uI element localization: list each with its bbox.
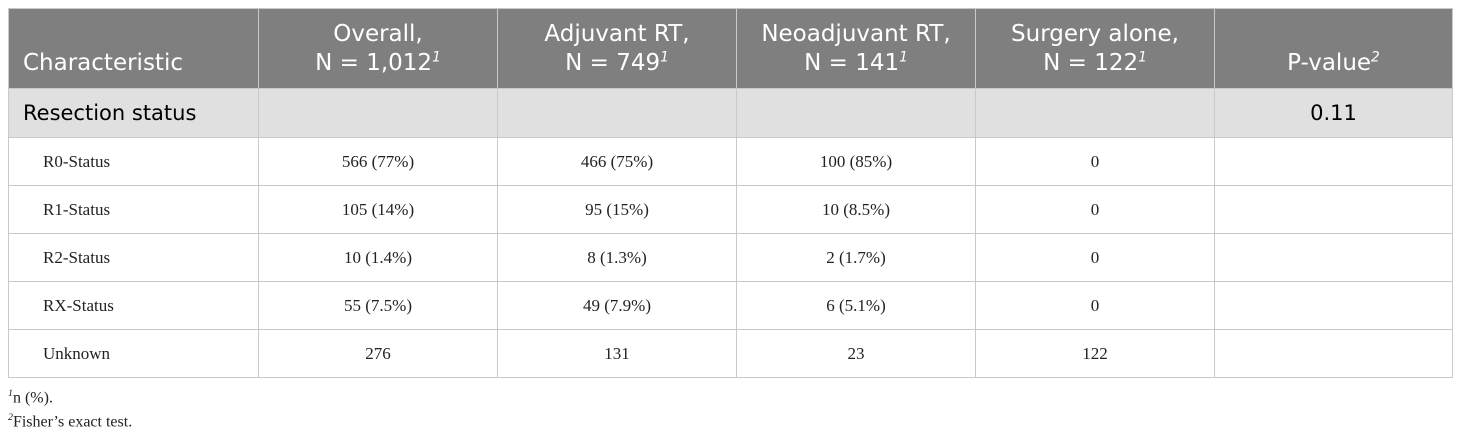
header-line: N = 122: [1043, 50, 1139, 76]
header-line: Overall,: [333, 21, 423, 47]
cell: 0: [975, 233, 1215, 282]
footnote-marker: 1: [899, 49, 908, 66]
row-label: Unknown: [8, 329, 259, 378]
cell: 10 (8.5%): [736, 185, 976, 234]
results-table: Characteristic Overall, N = 1,0121 Adjuvant…: [8, 8, 1453, 378]
footnote-marker: 1: [660, 49, 669, 66]
footnote-text: n (%).: [12, 389, 53, 407]
footnote-marker: 2: [1371, 49, 1380, 66]
header-cell: P-value2: [1214, 8, 1453, 89]
header-line: P-value: [1287, 50, 1372, 76]
empty-cell: [1214, 281, 1453, 330]
row-label: RX-Status: [8, 281, 259, 330]
header-cell: Surgery alone, N = 1221: [975, 8, 1215, 89]
footnote-marker: 1: [8, 388, 13, 399]
header-line: N = 141: [804, 50, 900, 76]
cell: 100 (85%): [736, 137, 976, 186]
header-line: Surgery alone,: [1011, 21, 1179, 47]
header-line: N = 749: [565, 50, 661, 76]
header-cell: Overall, N = 1,0121: [258, 8, 498, 89]
cell: 0: [975, 281, 1215, 330]
empty-cell: [497, 88, 737, 138]
cell: 276: [258, 329, 498, 378]
table-body: Resection status 0.11 R0-Status 566 (77%) 46…: [8, 88, 1453, 378]
p-value: 0.11: [1214, 88, 1453, 138]
header-cell: Neoadjuvant RT, N = 1411: [736, 8, 976, 89]
empty-cell: [975, 88, 1215, 138]
data-row: Unknown 276 131 23 122: [8, 329, 1453, 378]
row-label: R1-Status: [8, 185, 259, 234]
header-cell: Adjuvant RT, N = 7491: [497, 8, 737, 89]
cell: 95 (15%): [497, 185, 737, 234]
cell: 2 (1.7%): [736, 233, 976, 282]
footnote-marker: 1: [432, 49, 441, 66]
empty-cell: [1214, 233, 1453, 282]
cell: 55 (7.5%): [258, 281, 498, 330]
section-label: Resection status: [8, 88, 259, 138]
cell: 131: [497, 329, 737, 378]
header-line: N = 1,012: [315, 50, 433, 76]
footnote: 1n (%).: [8, 388, 53, 407]
header-line: Characteristic: [23, 50, 183, 76]
cell: 0: [975, 185, 1215, 234]
header-line: Adjuvant RT,: [544, 21, 690, 47]
row-label: R0-Status: [8, 137, 259, 186]
section-row: Resection status 0.11: [8, 88, 1453, 138]
data-row: R2-Status 10 (1.4%) 8 (1.3%) 2 (1.7%) 0: [8, 233, 1453, 282]
data-row: R1-Status 105 (14%) 95 (15%) 10 (8.5%) 0: [8, 185, 1453, 234]
data-row: RX-Status 55 (7.5%) 49 (7.9%) 6 (5.1%) 0: [8, 281, 1453, 330]
cell: 8 (1.3%): [497, 233, 737, 282]
empty-cell: [1214, 329, 1453, 378]
empty-cell: [258, 88, 498, 138]
cell: 466 (75%): [497, 137, 737, 186]
cell: 122: [975, 329, 1215, 378]
cell: 6 (5.1%): [736, 281, 976, 330]
row-label: R2-Status: [8, 233, 259, 282]
empty-cell: [1214, 137, 1453, 186]
cell: 49 (7.9%): [497, 281, 737, 330]
header-row: Characteristic Overall, N = 1,0121 Adjuvant…: [8, 8, 1453, 89]
cell: 10 (1.4%): [258, 233, 498, 282]
footnote-marker: 2: [8, 412, 13, 423]
cell: 566 (77%): [258, 137, 498, 186]
header-line: Neoadjuvant RT,: [761, 21, 951, 47]
cell: 0: [975, 137, 1215, 186]
empty-cell: [1214, 185, 1453, 234]
cell: 23: [736, 329, 976, 378]
empty-cell: [736, 88, 976, 138]
data-row: R0-Status 566 (77%) 466 (75%) 100 (85%) 0: [8, 137, 1453, 186]
header-cell: Characteristic: [8, 8, 259, 89]
cell: 105 (14%): [258, 185, 498, 234]
footnote-marker: 1: [1138, 49, 1147, 66]
footnote: 2Fisher’s exact test.: [8, 412, 132, 431]
footnote-text: Fisher’s exact test.: [12, 413, 133, 431]
